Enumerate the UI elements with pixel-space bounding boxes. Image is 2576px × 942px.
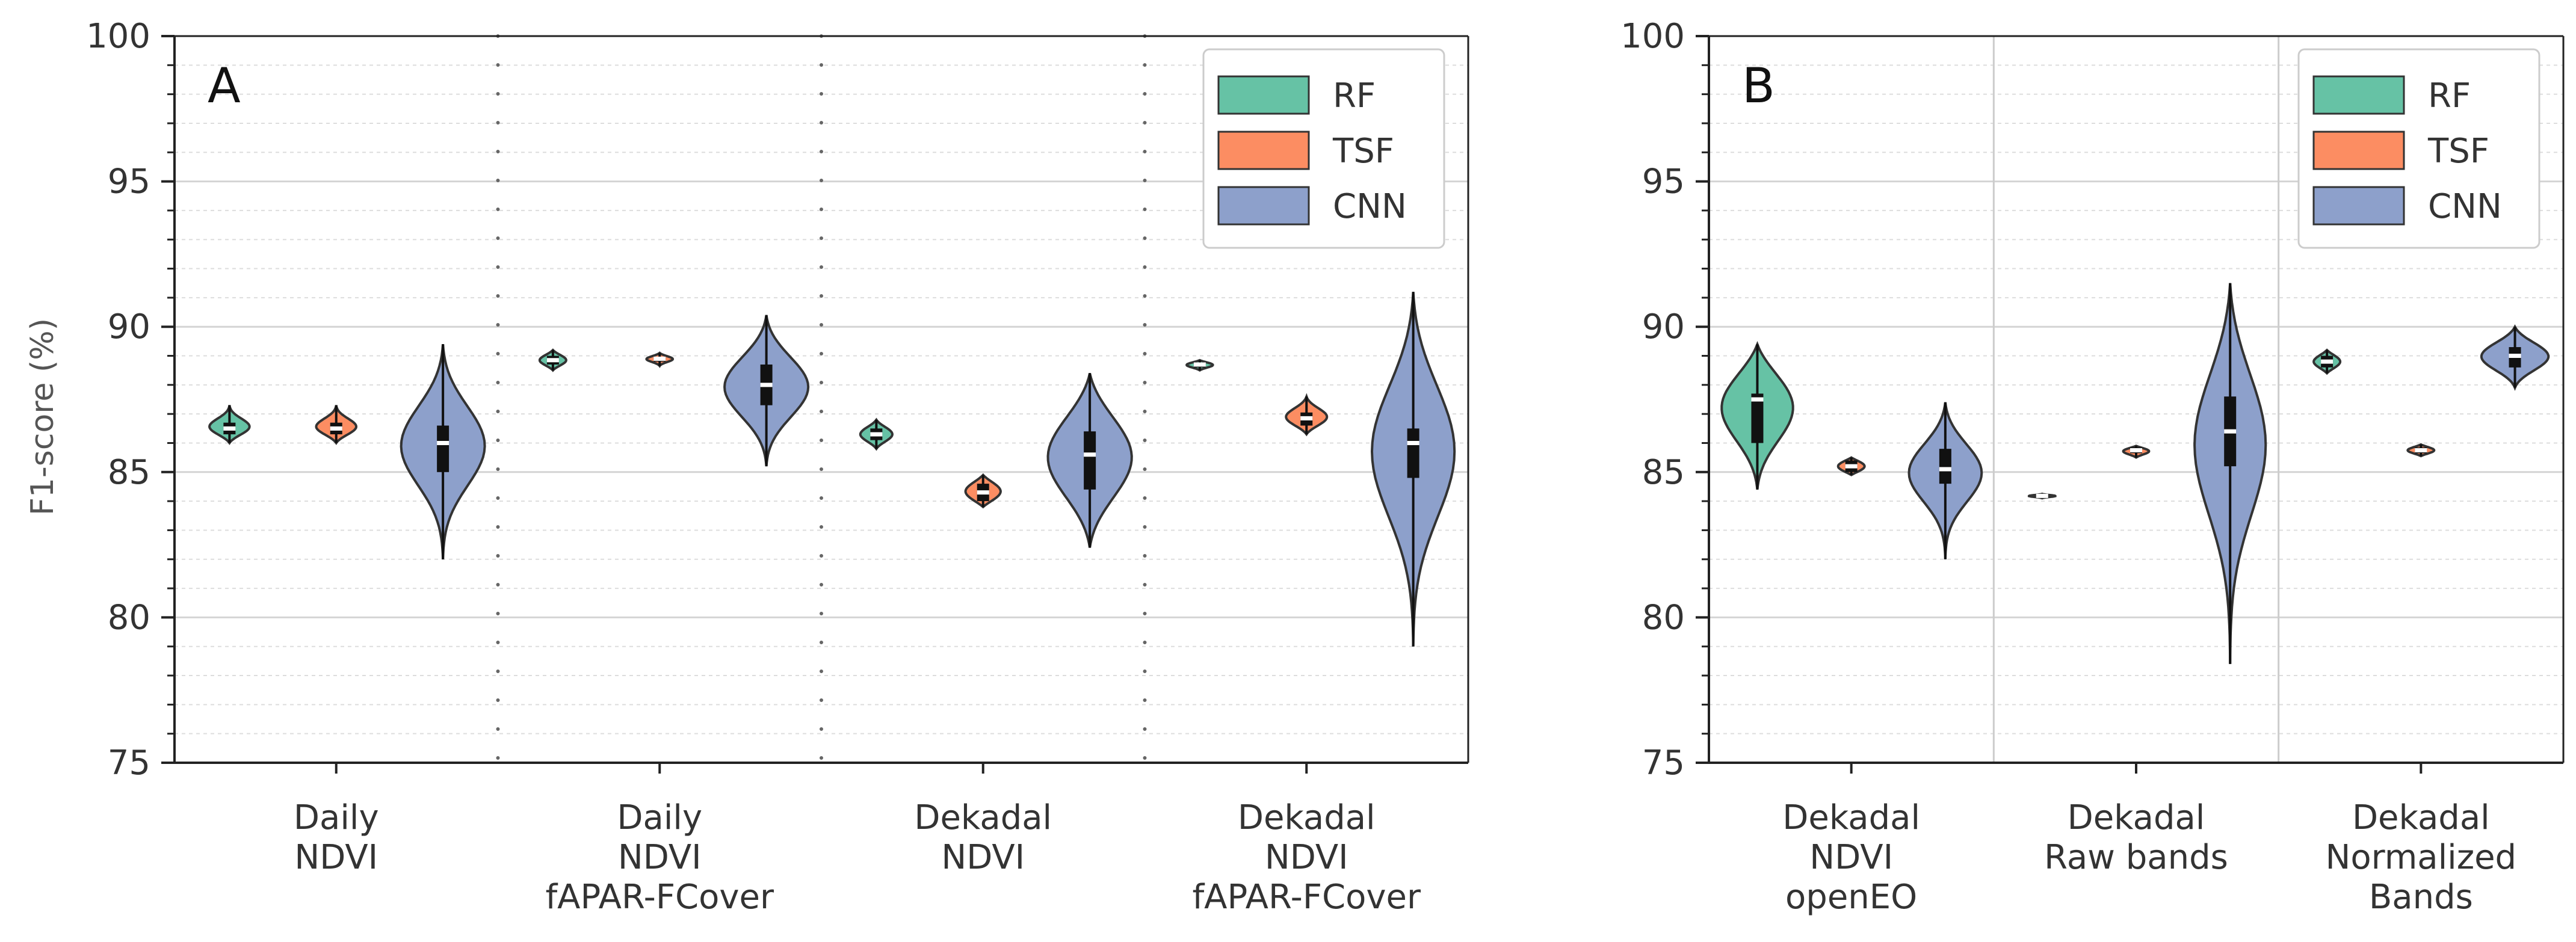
legend-label: CNN	[2428, 187, 2502, 226]
legend-swatch	[1217, 75, 1310, 115]
x-tick-label: NDVI	[618, 838, 702, 877]
y-tick-label: 85	[1642, 453, 1685, 492]
y-axis-label: F1-score (%)	[25, 318, 61, 516]
violin-iqr-box	[437, 425, 449, 472]
x-tick-label: openEO	[1785, 878, 1917, 917]
y-tick-label: 95	[108, 162, 150, 202]
legend-swatch	[1217, 186, 1310, 226]
x-tick-label: Dekadal	[914, 798, 1052, 837]
y-tick-label: 90	[108, 307, 150, 346]
panel-letter: B	[1742, 58, 1775, 114]
x-tick-label: NDVI	[294, 838, 378, 877]
y-tick-label: 100	[86, 17, 150, 56]
legend-swatch	[1217, 131, 1310, 170]
x-tick-label: Raw bands	[2044, 838, 2228, 877]
y-tick-label: 95	[1642, 162, 1685, 202]
x-tick-label: Normalized	[2326, 838, 2517, 877]
x-tick-label: Daily	[294, 798, 379, 837]
y-tick-label: 75	[108, 743, 150, 783]
legend-label: CNN	[1333, 187, 1407, 226]
panel-b: 7580859095100DekadalNDVIopenEODekadalRaw…	[1620, 17, 2565, 917]
legend-swatch	[2312, 186, 2405, 226]
violin-iqr-box	[1939, 449, 1951, 484]
x-tick-label: fAPAR-FCover	[545, 878, 774, 917]
violin-iqr-box	[1407, 428, 1419, 478]
panel-a: 7580859095100DailyNDVIDailyNDVIfAPAR-FCo…	[86, 17, 1469, 917]
x-tick-label: Dekadal	[2352, 798, 2490, 837]
x-tick-label: Dekadal	[1782, 798, 1920, 837]
panel-letter: A	[208, 58, 241, 114]
x-tick-label: NDVI	[941, 838, 1025, 877]
x-tick-label: fAPAR-FCover	[1192, 878, 1421, 917]
y-tick-label: 80	[108, 598, 150, 637]
x-tick-label: Daily	[617, 798, 702, 837]
y-tick-label: 100	[1620, 17, 1685, 56]
legend-label: RF	[2428, 76, 2471, 115]
x-tick-label: NDVI	[1265, 838, 1348, 877]
legend-label: TSF	[2427, 132, 2489, 171]
x-tick-label: Bands	[2369, 878, 2473, 917]
y-tick-label: 90	[1642, 307, 1685, 346]
violin-iqr-box	[1751, 393, 1764, 443]
y-tick-label: 80	[1642, 598, 1685, 637]
violin-iqr-box	[1084, 431, 1096, 490]
legend-label: RF	[1333, 76, 1376, 115]
x-tick-label: NDVI	[1809, 838, 1893, 877]
legend-label: TSF	[1332, 132, 1394, 171]
x-tick-label: Dekadal	[1238, 798, 1376, 837]
y-tick-label: 85	[108, 453, 150, 492]
legend-swatch	[2312, 131, 2405, 170]
x-tick-label: Dekadal	[2068, 798, 2205, 837]
y-tick-label: 75	[1642, 743, 1685, 783]
legend-swatch	[2312, 75, 2405, 115]
